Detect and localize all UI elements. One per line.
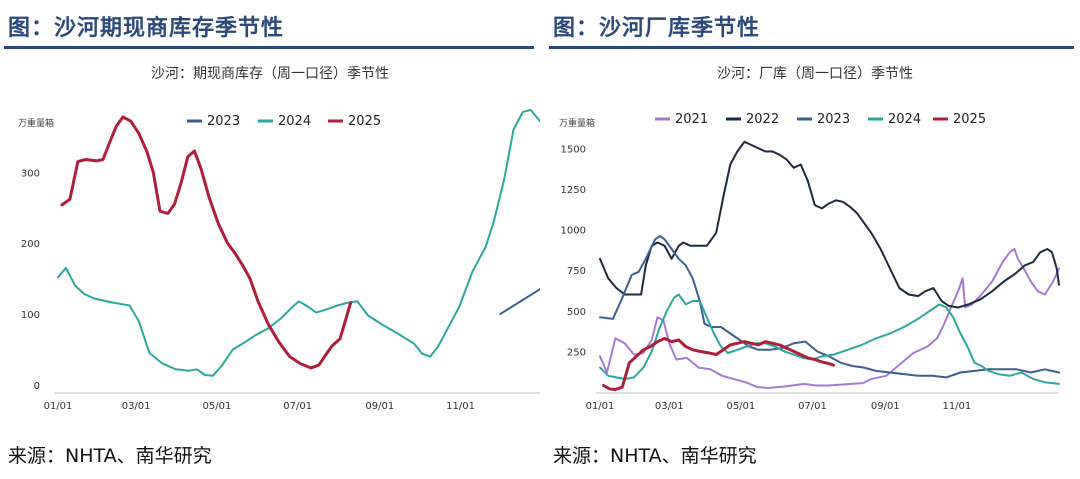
y-tick-label: 500 xyxy=(567,307,586,318)
y-tick-label: 750 xyxy=(567,266,586,277)
source-note: 来源：NHTA、南华研究 xyxy=(553,445,757,467)
y-tick-label: 100 xyxy=(21,310,40,321)
series-line-2021 xyxy=(599,248,1060,389)
legend-label-2024: 2024 xyxy=(888,112,921,127)
x-tick-label: 05/01 xyxy=(202,401,231,412)
y-tick-label: 200 xyxy=(21,239,40,250)
x-tick-label: 07/01 xyxy=(283,401,312,412)
x-tick-label: 07/01 xyxy=(798,401,827,412)
y-tick-label: 1250 xyxy=(561,185,586,196)
x-tick-label: 11/01 xyxy=(446,401,475,412)
legend-label-2023: 2023 xyxy=(817,112,850,127)
series-line-2025 xyxy=(602,336,836,392)
series-line-2024 xyxy=(57,108,540,377)
series-line-2025 xyxy=(60,115,353,370)
title-rule xyxy=(549,46,1074,49)
legend-label-2022: 2022 xyxy=(746,112,779,127)
series-line-2023 xyxy=(499,288,540,315)
panel-title: 图：沙河期现商库存季节性 xyxy=(8,16,285,41)
y-tick-label: 250 xyxy=(567,347,586,358)
panel-title: 图：沙河厂库季节性 xyxy=(553,16,761,41)
y-tick-label: 1000 xyxy=(561,226,586,237)
x-tick-label: 09/01 xyxy=(871,401,900,412)
x-tick-label: 05/01 xyxy=(726,401,755,412)
panel-left: 图：沙河期现商库存季节性 沙河：期现商库存（周一口径）季节性万重量箱 0 100 20… xyxy=(4,16,540,467)
panel-right: 图：沙河厂库季节性 沙河：厂库（周一口径）季节性万重量箱 250 500 750 100… xyxy=(545,0,1080,479)
x-tick-label: 01/01 xyxy=(586,401,615,412)
legend-label-2023: 2023 xyxy=(207,114,240,129)
legend-label-2025: 2025 xyxy=(348,114,381,129)
x-tick-label: 03/01 xyxy=(655,401,684,412)
x-tick-label: 01/01 xyxy=(44,401,73,412)
x-tick-label: 03/01 xyxy=(122,401,151,412)
y-axis-unit: 万重量箱 xyxy=(559,117,595,129)
legend-label-2021: 2021 xyxy=(675,112,708,127)
series-line-2022 xyxy=(599,140,1060,309)
legend-label-2024: 2024 xyxy=(278,114,311,129)
x-tick-label: 09/01 xyxy=(365,401,394,412)
chart-title: 沙河：期现商库存（周一口径）季节性 xyxy=(151,66,389,82)
x-tick-label: 11/01 xyxy=(942,401,971,412)
chart-title: 沙河：厂库（周一口径）季节性 xyxy=(717,66,913,82)
y-tick-label: 1500 xyxy=(561,144,586,155)
y-tick-label: 0 xyxy=(34,381,40,392)
series-line-2024 xyxy=(599,293,1060,385)
series-line-2023 xyxy=(599,235,1060,379)
title-rule xyxy=(4,46,534,49)
source-note: 来源：NHTA、南华研究 xyxy=(8,445,212,467)
y-tick-label: 300 xyxy=(21,168,40,179)
y-axis-unit: 万重量箱 xyxy=(18,117,54,129)
legend-label-2025: 2025 xyxy=(953,112,986,127)
